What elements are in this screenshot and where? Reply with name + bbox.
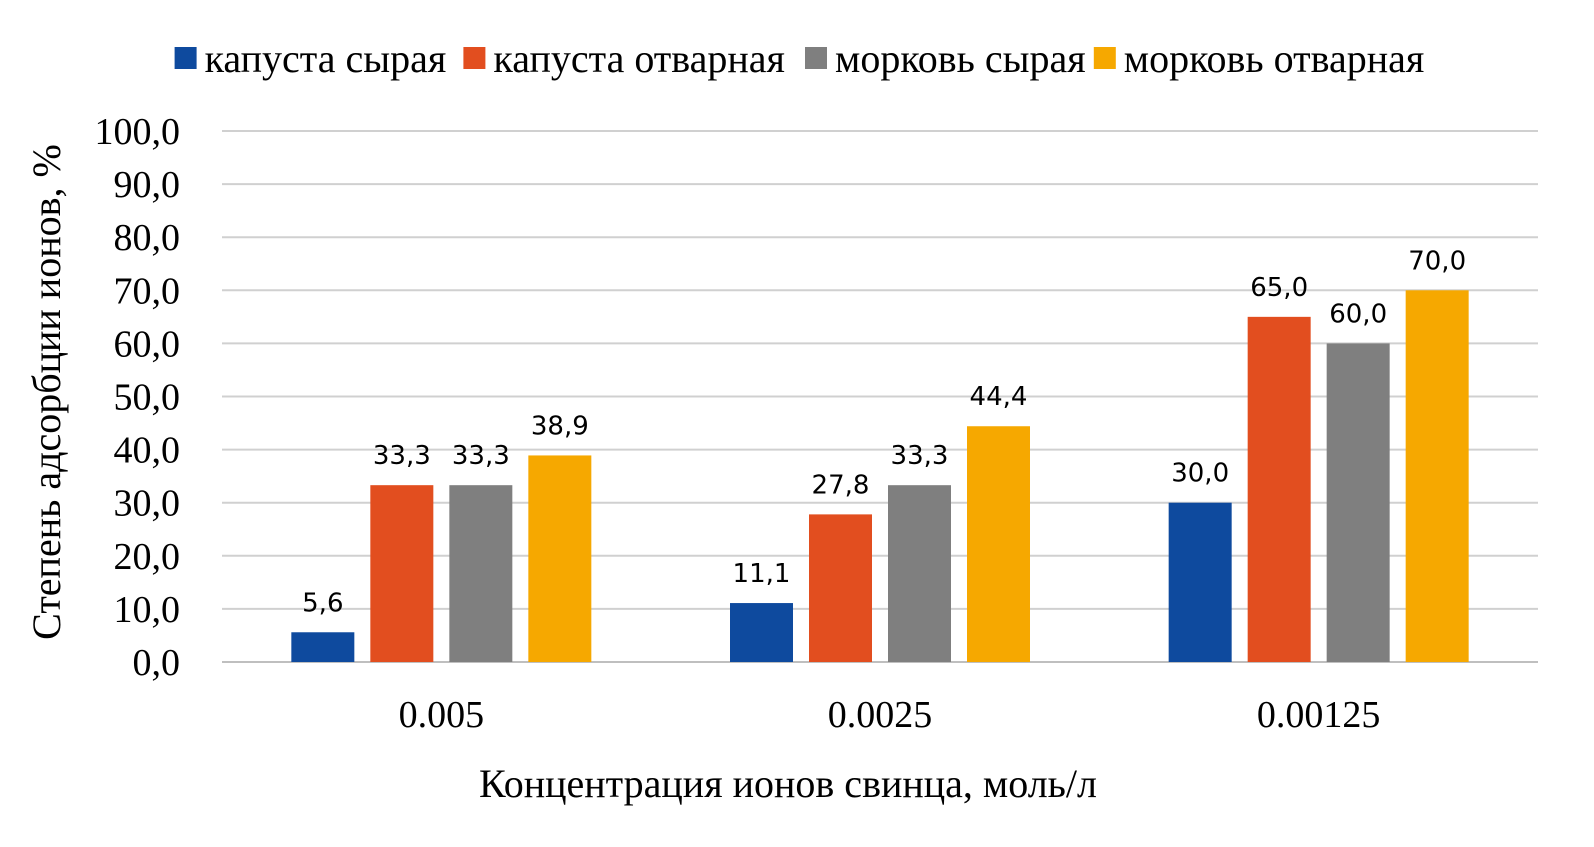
data-label: 70,0 <box>1408 246 1466 276</box>
data-label: 27,8 <box>812 470 870 500</box>
bar <box>888 485 951 662</box>
x-tick-label: 0.005 <box>399 694 485 736</box>
y-tick-label: 70,0 <box>114 270 181 312</box>
y-tick-label: 90,0 <box>114 164 181 206</box>
data-label: 33,3 <box>891 441 949 471</box>
legend-item: капуста отварная <box>463 36 785 81</box>
data-label: 38,9 <box>531 411 589 441</box>
data-label: 11,1 <box>733 559 791 589</box>
bars <box>291 290 1469 662</box>
data-label: 33,3 <box>373 441 431 471</box>
legend: капуста сырая капуста отварная морковь сыр… <box>174 36 1424 81</box>
y-tick-label: 60,0 <box>114 323 181 365</box>
y-axis-title: Степень адсорбции ионов, % <box>24 144 69 640</box>
legend-item: морковь сырая <box>805 36 1086 81</box>
bar <box>1326 343 1390 662</box>
y-tick-label: 10,0 <box>114 589 181 631</box>
bar <box>449 485 513 662</box>
legend-swatch <box>1093 47 1116 69</box>
y-tick-label: 80,0 <box>114 217 181 259</box>
gridlines <box>222 130 1538 663</box>
bar <box>730 603 793 662</box>
data-label: 44,4 <box>970 382 1028 412</box>
legend-label: капуста отварная <box>493 36 785 81</box>
bar <box>1168 502 1232 662</box>
bar <box>1247 316 1311 662</box>
data-label: 65,0 <box>1250 273 1308 303</box>
x-axis-categories: 0.005 0.0025 0.00125 <box>399 694 1381 736</box>
bar <box>528 455 592 662</box>
data-label: 5,6 <box>302 588 343 618</box>
x-tick-label: 0.00125 <box>1257 694 1381 736</box>
legend-label: морковь отварная <box>1124 36 1424 81</box>
y-tick-label: 30,0 <box>114 483 181 525</box>
y-tick-label: 50,0 <box>114 377 181 419</box>
x-tick-label: 0.0025 <box>828 694 933 736</box>
y-tick-label: 0,0 <box>133 642 181 684</box>
data-label: 60,0 <box>1329 299 1387 329</box>
x-axis-title: Концентрация ионов свинца, моль/л <box>479 761 1097 806</box>
bar <box>967 426 1030 662</box>
legend-label: капуста сырая <box>205 36 447 81</box>
data-label: 33,3 <box>452 441 510 471</box>
bar <box>291 632 355 662</box>
y-tick-label: 100,0 <box>95 111 181 153</box>
bar <box>370 485 434 662</box>
data-labels: 5,6 33,3 33,3 38,9 11,1 27,8 33,3 44,4 30,0 65,0 6… <box>302 246 1466 618</box>
bar <box>1405 290 1469 662</box>
legend-swatch <box>174 47 197 69</box>
legend-swatch <box>463 47 486 69</box>
bar <box>809 514 872 662</box>
data-label: 30,0 <box>1171 459 1229 489</box>
y-axis-ticks: 0,0 10,0 20,0 30,0 40,0 50,0 60,0 70,0 80,0 90,0 1… <box>95 111 181 684</box>
legend-item: морковь отварная <box>1093 36 1424 81</box>
y-tick-label: 20,0 <box>114 536 181 578</box>
legend-label: морковь сырая <box>835 36 1086 81</box>
legend-item: капуста сырая <box>174 36 447 81</box>
legend-swatch <box>805 47 827 69</box>
y-tick-label: 40,0 <box>114 430 181 472</box>
